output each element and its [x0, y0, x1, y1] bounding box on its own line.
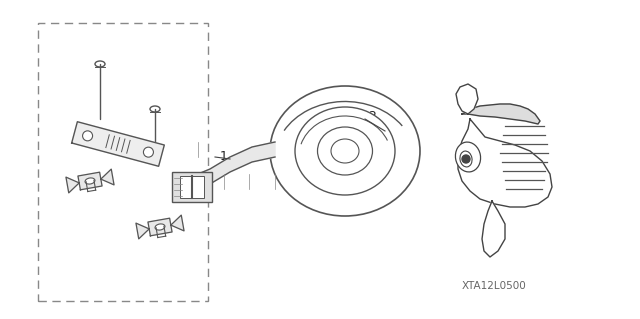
Ellipse shape: [85, 178, 95, 184]
Polygon shape: [136, 223, 149, 239]
Ellipse shape: [460, 151, 472, 167]
Polygon shape: [462, 104, 540, 124]
Polygon shape: [66, 177, 79, 193]
Ellipse shape: [331, 139, 359, 163]
Circle shape: [143, 147, 154, 157]
Bar: [180, 176, 204, 198]
Bar: [38, 23, 208, 301]
Ellipse shape: [95, 61, 105, 67]
Text: 2: 2: [368, 110, 376, 123]
Polygon shape: [72, 122, 164, 166]
Ellipse shape: [317, 127, 372, 175]
Bar: [172, 172, 212, 202]
Polygon shape: [101, 169, 114, 185]
Circle shape: [83, 131, 93, 141]
Polygon shape: [482, 201, 505, 257]
Ellipse shape: [270, 86, 420, 216]
Text: 1: 1: [220, 151, 228, 164]
Polygon shape: [148, 218, 172, 236]
Ellipse shape: [150, 106, 160, 112]
Polygon shape: [171, 215, 184, 231]
Polygon shape: [198, 142, 275, 189]
Polygon shape: [458, 119, 552, 207]
Polygon shape: [456, 84, 478, 114]
Circle shape: [462, 155, 470, 163]
Ellipse shape: [456, 142, 481, 172]
Ellipse shape: [295, 107, 395, 195]
Text: XTA12L0500: XTA12L0500: [462, 281, 527, 291]
Ellipse shape: [155, 224, 165, 230]
Polygon shape: [78, 172, 102, 190]
